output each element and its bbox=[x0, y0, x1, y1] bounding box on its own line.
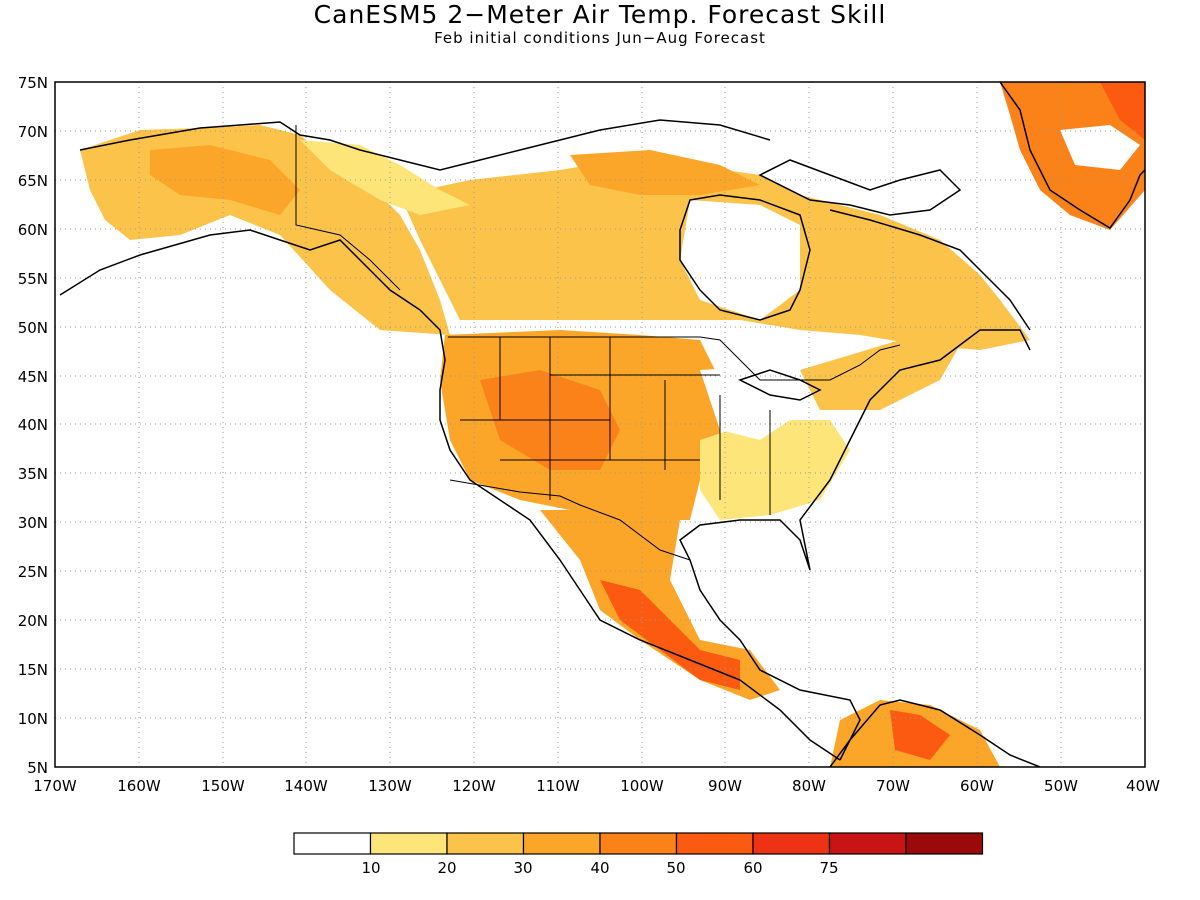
lat-label: 60N bbox=[18, 221, 48, 239]
lon-label: 100W bbox=[620, 777, 664, 795]
colorbar bbox=[293, 832, 984, 855]
colorbar-tick-label: 30 bbox=[513, 859, 532, 877]
colorbar-tick-label: 20 bbox=[437, 859, 456, 877]
lat-label: 55N bbox=[18, 270, 48, 288]
skill-region-greenland-max bbox=[1100, 82, 1145, 140]
lon-labels: 170W 160W 150W 140W 130W 120W 110W 100W … bbox=[33, 777, 1160, 795]
coastline-alaska bbox=[59, 119, 841, 761]
colorbar-tick-label: 50 bbox=[666, 859, 685, 877]
lat-label: 45N bbox=[18, 368, 48, 386]
colorbar-tick-labels: 10 20 30 40 50 60 75 bbox=[361, 859, 838, 877]
colorbar-swatch bbox=[369, 832, 448, 855]
colorbar-swatch bbox=[905, 832, 984, 855]
lon-label: 170W bbox=[33, 777, 77, 795]
lon-label: 50W bbox=[1044, 777, 1078, 795]
lon-label: 80W bbox=[792, 777, 826, 795]
lat-label: 20N bbox=[18, 612, 48, 630]
border-state-lines bbox=[460, 337, 771, 515]
lat-label: 35N bbox=[18, 465, 48, 483]
colorbar-swatch bbox=[446, 832, 525, 855]
skill-region-mexico-hot bbox=[600, 580, 740, 690]
skill-region-midwest-clear bbox=[700, 365, 790, 440]
border-us-canada bbox=[448, 336, 901, 381]
map-title: CanESM5 2−Meter Air Temp. Forecast Skill bbox=[313, 0, 887, 29]
skill-region-hudson-clear bbox=[680, 200, 800, 320]
coastline-great-lakes bbox=[738, 369, 822, 401]
colorbar-swatch bbox=[599, 832, 678, 855]
lon-label: 150W bbox=[201, 777, 245, 795]
lon-label: 90W bbox=[708, 777, 742, 795]
skill-region-arctic-light bbox=[300, 140, 470, 215]
lon-label: 40W bbox=[1126, 777, 1160, 795]
lat-label: 30N bbox=[18, 514, 48, 532]
colorbar-tick-label: 40 bbox=[590, 859, 609, 877]
border-us-mexico bbox=[449, 479, 691, 561]
coastline-baffin bbox=[758, 159, 962, 216]
skill-region-nunavut bbox=[570, 150, 760, 195]
lon-label: 140W bbox=[284, 777, 328, 795]
lon-label: 70W bbox=[876, 777, 910, 795]
coastline-greenland bbox=[999, 82, 1145, 229]
lat-label: 40N bbox=[18, 416, 48, 434]
lat-label: 75N bbox=[18, 74, 48, 92]
lat-label: 70N bbox=[18, 123, 48, 141]
lon-label: 110W bbox=[536, 777, 580, 795]
map-subtitle: Feb initial conditions Jun−Aug Forecast bbox=[434, 29, 766, 47]
colorbar-tick-label: 10 bbox=[361, 859, 380, 877]
coastline-labrador bbox=[829, 209, 1031, 331]
lat-label: 25N bbox=[18, 563, 48, 581]
lat-label: 50N bbox=[18, 319, 48, 337]
map-frame bbox=[54, 81, 1146, 768]
coastline-gulf bbox=[679, 329, 1031, 761]
lat-label: 5N bbox=[27, 759, 48, 777]
skill-region-alaska bbox=[80, 125, 450, 335]
skill-region-greenland-core bbox=[1060, 125, 1140, 170]
lat-label: 15N bbox=[18, 661, 48, 679]
colorbar-swatch bbox=[293, 832, 372, 855]
colorbar-tick-label: 60 bbox=[743, 859, 762, 877]
skill-region-usa-east bbox=[700, 420, 850, 520]
coastlines bbox=[59, 82, 1145, 767]
lat-label: 65N bbox=[18, 172, 48, 190]
border-alaska-canada bbox=[295, 125, 401, 291]
colorbar-swatch bbox=[752, 832, 831, 855]
lat-label: 10N bbox=[18, 710, 48, 728]
lon-label: 130W bbox=[368, 777, 412, 795]
political-boundaries bbox=[295, 125, 901, 561]
colorbar-swatch bbox=[828, 832, 907, 855]
colorbar-swatch bbox=[522, 832, 601, 855]
lon-label: 60W bbox=[960, 777, 994, 795]
coastline-south-america bbox=[829, 699, 1041, 767]
lat-labels: 75N 70N 65N 60N 55N 50N 45N 40N 35N 30N … bbox=[18, 74, 48, 777]
lon-label: 160W bbox=[117, 777, 161, 795]
colorbar-tick-label: 75 bbox=[819, 859, 838, 877]
skill-region-mexico bbox=[540, 510, 780, 700]
colorbar-swatch bbox=[675, 832, 754, 855]
skill-region-northeast bbox=[800, 340, 960, 410]
lon-label: 120W bbox=[452, 777, 496, 795]
skill-region-south-america-hot bbox=[890, 710, 950, 760]
coastline-hudson-bay bbox=[679, 194, 811, 321]
